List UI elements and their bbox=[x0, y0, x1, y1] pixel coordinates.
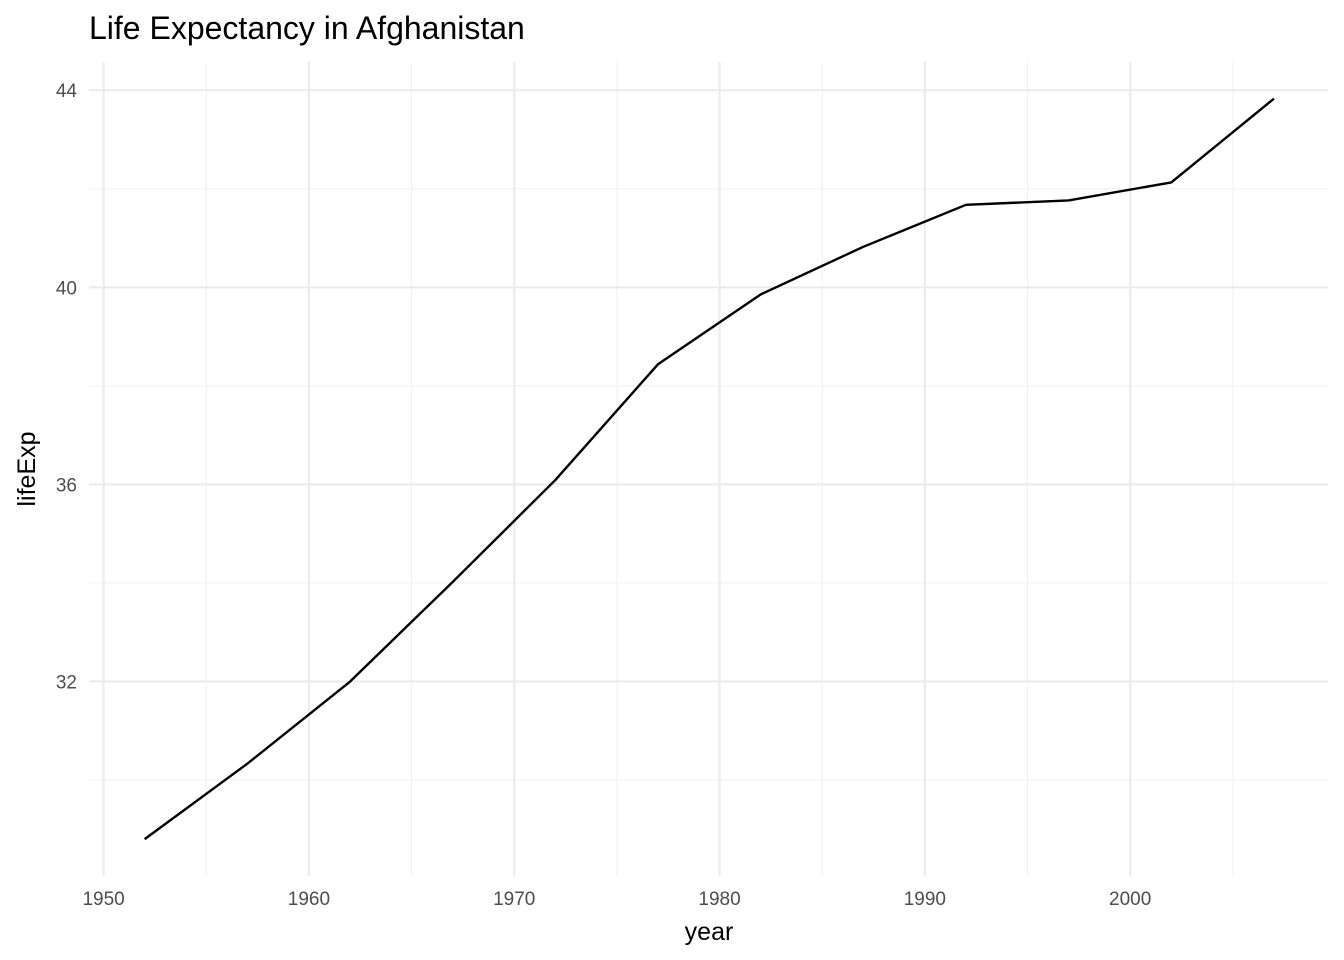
y-tick-label: 44 bbox=[56, 81, 78, 102]
y-tick-label: 32 bbox=[56, 673, 77, 694]
x-tick-label: 1970 bbox=[493, 889, 535, 910]
y-axis-title: lifeExp bbox=[13, 431, 41, 506]
y-tick-label: 40 bbox=[56, 278, 77, 299]
x-tick-label: 1980 bbox=[698, 889, 740, 910]
minor-gridlines bbox=[89, 62, 1328, 876]
chart-title: Life Expectancy in Afghanistan bbox=[89, 10, 525, 46]
series-line-afghanistan bbox=[143, 97, 1275, 841]
major-gridlines bbox=[89, 62, 1328, 876]
x-tick-label: 2000 bbox=[1109, 889, 1151, 910]
y-tick-label: 36 bbox=[56, 475, 77, 496]
x-axis-title: year bbox=[685, 918, 734, 946]
x-tick-label: 1960 bbox=[288, 889, 330, 910]
x-tick-label: 1950 bbox=[82, 889, 124, 910]
series-layer bbox=[143, 97, 1275, 841]
x-tick-label: 1990 bbox=[904, 889, 946, 910]
tick-labels: 1950 1960 1970 1980 1990 2000 32 36 40 44 bbox=[56, 81, 1151, 910]
